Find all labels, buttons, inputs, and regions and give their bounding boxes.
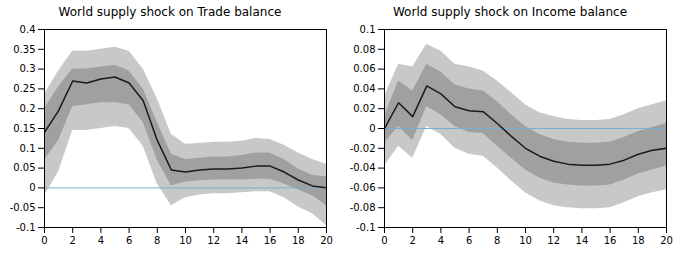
svg-text:-0.04: -0.04 (350, 162, 376, 173)
svg-text:6: 6 (126, 235, 132, 246)
svg-text:0.1: 0.1 (360, 24, 376, 35)
svg-text:0.2: 0.2 (20, 103, 36, 114)
svg-text:0: 0 (381, 235, 387, 246)
svg-text:18: 18 (292, 235, 305, 246)
svg-text:0.05: 0.05 (13, 162, 35, 173)
svg-text:0.06: 0.06 (353, 63, 375, 74)
svg-text:20: 20 (320, 235, 333, 246)
svg-text:6: 6 (466, 235, 472, 246)
svg-text:0.4: 0.4 (20, 24, 36, 35)
svg-text:0.3: 0.3 (20, 63, 36, 74)
svg-text:20: 20 (660, 235, 673, 246)
svg-text:18: 18 (632, 235, 645, 246)
svg-text:12: 12 (207, 235, 220, 246)
svg-text:-0.05: -0.05 (10, 202, 36, 213)
svg-text:14: 14 (236, 235, 249, 246)
svg-text:8: 8 (154, 235, 160, 246)
svg-text:0.35: 0.35 (13, 44, 35, 55)
svg-text:0: 0 (41, 235, 47, 246)
svg-text:16: 16 (604, 235, 617, 246)
svg-text:0: 0 (29, 182, 35, 193)
svg-text:-0.06: -0.06 (350, 182, 376, 193)
svg-text:4: 4 (98, 235, 104, 246)
svg-text:0.04: 0.04 (353, 83, 375, 94)
svg-text:10: 10 (519, 235, 532, 246)
svg-text:10: 10 (179, 235, 192, 246)
svg-text:4: 4 (438, 235, 444, 246)
svg-text:12: 12 (547, 235, 560, 246)
svg-text:0.1: 0.1 (20, 143, 36, 154)
svg-text:-0.1: -0.1 (16, 222, 36, 233)
html-text:World supply shock on Trade ba: World supply shock on Trade balance (58, 5, 282, 19)
svg-text:0.25: 0.25 (13, 83, 35, 94)
svg-text:0: 0 (369, 123, 375, 134)
html-text:World supply shock on Income b: World supply shock on Income balance (393, 5, 627, 19)
svg-text:-0.1: -0.1 (356, 222, 376, 233)
svg-text:16: 16 (264, 235, 277, 246)
svg-text:0.08: 0.08 (353, 44, 375, 55)
svg-text:2: 2 (70, 235, 76, 246)
svg-text:-0.08: -0.08 (350, 202, 376, 213)
svg-text:2: 2 (410, 235, 416, 246)
svg-text:14: 14 (576, 235, 589, 246)
svg-text:8: 8 (494, 235, 500, 246)
svg-text:0.15: 0.15 (13, 123, 35, 134)
svg-text:-0.02: -0.02 (350, 143, 376, 154)
svg-text:0.02: 0.02 (353, 103, 375, 114)
